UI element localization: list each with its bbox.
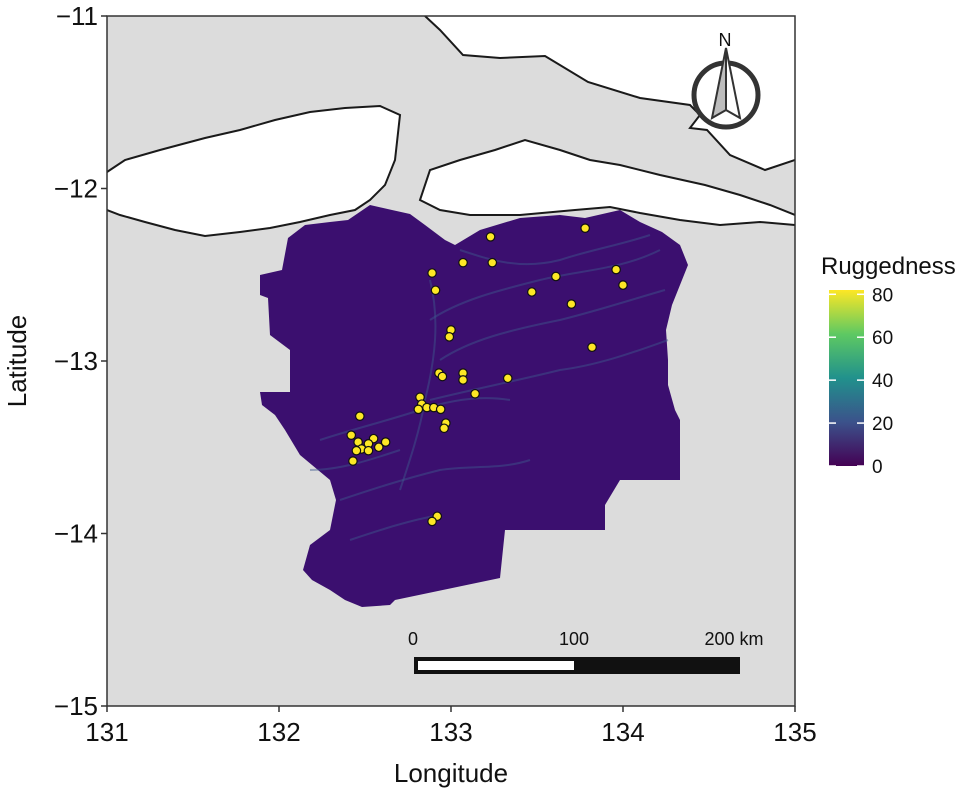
site-point xyxy=(611,264,621,275)
study-region xyxy=(260,205,688,607)
legend-ticks: 80 60 40 20 0 xyxy=(829,285,893,478)
site-point xyxy=(430,285,441,296)
x-tick-label: 135 xyxy=(773,717,816,747)
site-point xyxy=(351,445,362,456)
site-point xyxy=(380,437,391,447)
x-tick-label: 134 xyxy=(601,717,644,747)
x-axis-ticks: 131 132 133 134 135 xyxy=(85,706,817,747)
site-point xyxy=(618,280,628,290)
north-arrow-label: N xyxy=(719,30,732,50)
site-point xyxy=(427,516,437,527)
legend-label: 40 xyxy=(872,371,893,392)
x-tick-label: 132 xyxy=(257,717,300,747)
site-point xyxy=(437,371,448,382)
site-point xyxy=(566,299,577,309)
site-point xyxy=(427,268,437,278)
site-point xyxy=(348,456,358,466)
site-point xyxy=(413,404,424,415)
site-point xyxy=(439,423,449,434)
y-tick-label: −14 xyxy=(54,519,98,549)
scale-label-0: 0 xyxy=(408,629,418,649)
site-point xyxy=(587,342,597,352)
x-tick-label: 133 xyxy=(429,717,472,747)
site-points xyxy=(346,223,628,527)
scale-bar-white-segment xyxy=(418,661,574,670)
legend-label: 80 xyxy=(872,285,893,306)
x-tick-label: 131 xyxy=(85,717,128,747)
north-arrow: N xyxy=(691,30,761,130)
site-point xyxy=(458,257,468,268)
y-tick-label: −12 xyxy=(54,174,98,204)
site-point xyxy=(485,232,496,242)
scale-label-200: 200 km xyxy=(704,629,763,649)
site-point xyxy=(470,388,480,399)
coastline xyxy=(107,16,795,238)
legend-title: Ruggedness xyxy=(821,253,956,280)
legend-label: 60 xyxy=(872,328,893,349)
site-point xyxy=(551,271,561,282)
y-tick-label: −11 xyxy=(56,1,98,31)
map-panel xyxy=(107,16,795,706)
scale-bar: 0 100 200 km xyxy=(408,629,764,674)
site-point xyxy=(444,332,455,342)
site-point xyxy=(373,442,384,453)
y-axis-ticks: −11 −12 −13 −14 −15 xyxy=(54,1,107,721)
site-point xyxy=(355,411,365,421)
site-point xyxy=(363,445,374,456)
legend-colorbar xyxy=(829,290,864,466)
legend-label: 20 xyxy=(872,414,893,435)
site-point xyxy=(580,223,590,233)
north-arrow-right-half xyxy=(725,47,742,120)
site-point xyxy=(502,373,513,384)
x-axis-title: Longitude xyxy=(394,758,508,788)
site-point xyxy=(487,257,498,268)
sea-area xyxy=(107,16,795,236)
site-point xyxy=(435,404,446,415)
y-axis-title: Latitude xyxy=(2,315,32,408)
site-point xyxy=(527,287,537,297)
y-tick-label: −15 xyxy=(54,691,98,721)
site-point xyxy=(346,430,357,440)
legend-label: 0 xyxy=(872,457,883,478)
scale-label-100: 100 xyxy=(559,629,589,649)
site-point xyxy=(458,375,468,385)
y-tick-label: −13 xyxy=(54,346,98,376)
legend: Ruggedness 80 60 40 20 0 xyxy=(821,253,956,478)
